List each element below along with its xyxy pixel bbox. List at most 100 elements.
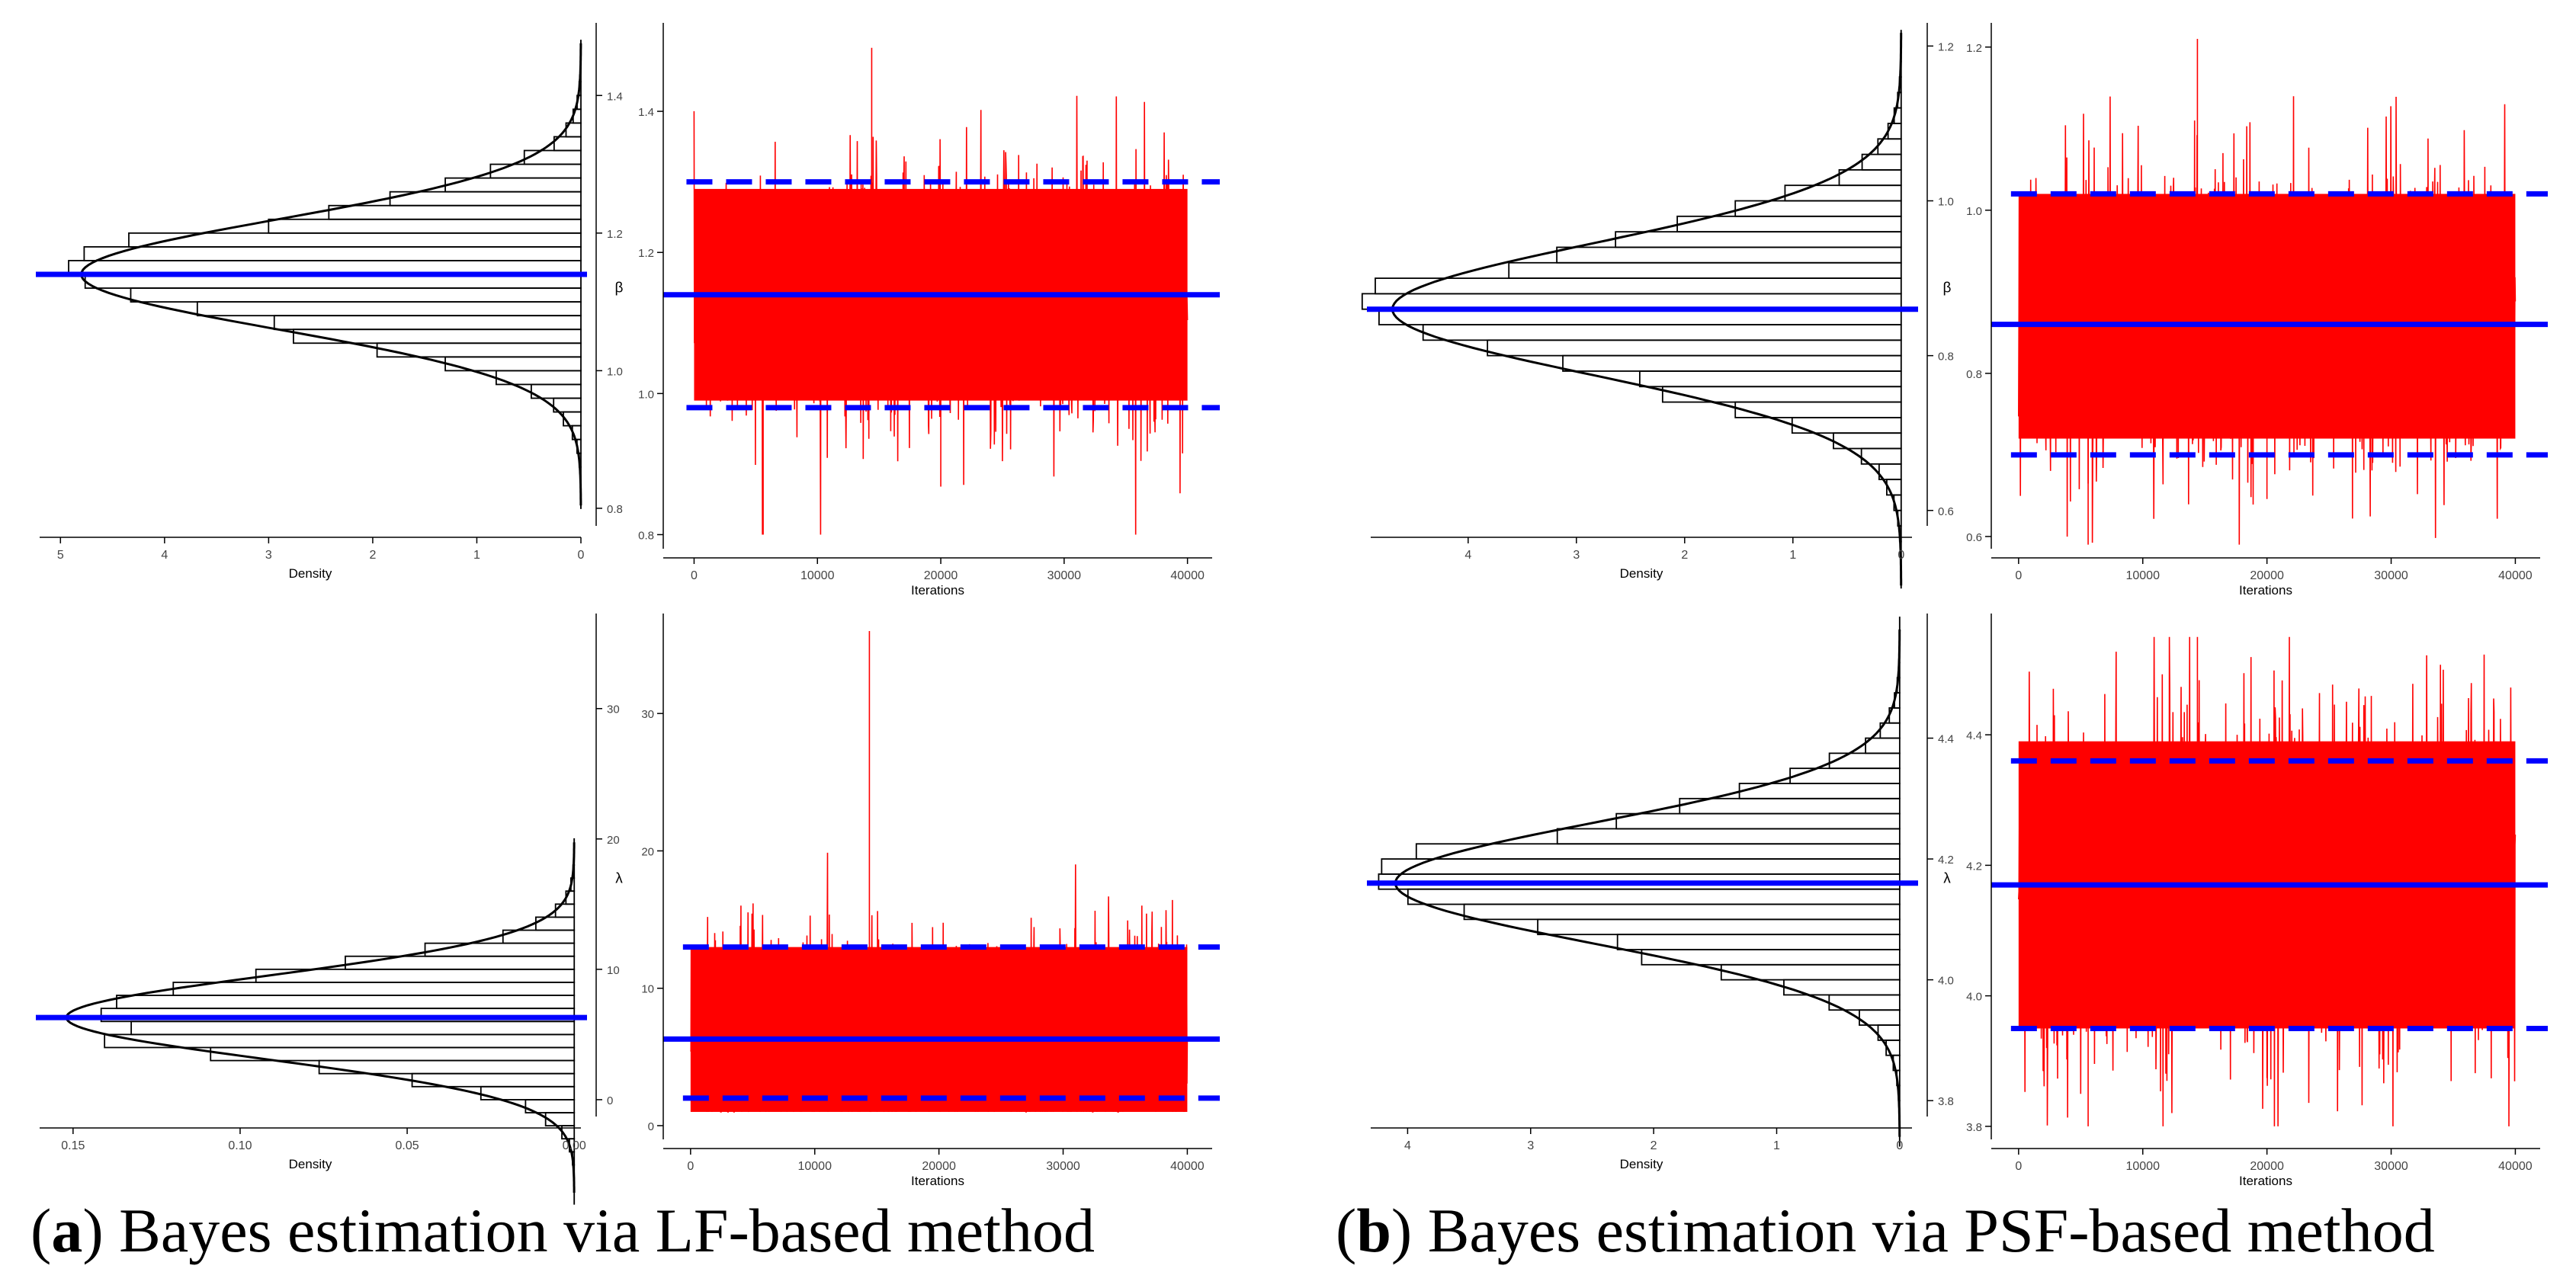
y-tick-label: 0.6 [1938, 505, 1954, 518]
histogram-bar [116, 995, 576, 1010]
y-tick-label: 4.0 [1966, 991, 1982, 1004]
x-tick-label: 20000 [2250, 1160, 2284, 1173]
y-tick-label: 1.2 [607, 228, 623, 241]
y-axis-label: λ [1943, 871, 1951, 887]
histogram-bar [1615, 231, 1902, 248]
histogram-bar [1407, 888, 1901, 905]
y-tick-label: 0 [648, 1120, 654, 1133]
x-tick-label: 30000 [2374, 1160, 2408, 1173]
y-tick-label: 4.2 [1966, 860, 1982, 873]
x-tick-label: 0 [578, 549, 585, 562]
histogram-bar [1463, 903, 1901, 921]
histogram-bar [1641, 949, 1901, 966]
y-tick-label: 30 [641, 708, 654, 721]
y-tick-label: 1.2 [1938, 40, 1954, 53]
y-tick-label: 1.2 [1966, 42, 1982, 55]
x-tick-label: 2 [1651, 1139, 1657, 1152]
y-tick-label: 1.0 [607, 365, 623, 378]
y-tick-label: 3.8 [1966, 1121, 1982, 1134]
y-tick-label: 1.0 [1966, 205, 1982, 218]
panel-b-beta-trace: 0.6 0.8 1.0 1.2 0 10000 20000 30000 40000 Iterati… [1943, 23, 2548, 598]
y-tick-label: 1.4 [638, 106, 654, 119]
caption-a: (a) Bayes estimation via LF-based method [30, 1196, 1095, 1265]
histogram-bar [1556, 828, 1901, 845]
x-tick-label: 2 [369, 549, 376, 562]
x-tick-label: 10000 [797, 1160, 832, 1173]
x-tick-label: 3 [265, 549, 272, 562]
x-tick-label: 40000 [2498, 569, 2533, 582]
panel-a-beta-trace: 0.8 1.0 1.2 1.4 0 10000 20000 30000 40000 Iterati… [615, 23, 1220, 598]
y-tick-label: 4.4 [1966, 729, 1982, 742]
histogram-bar [489, 163, 582, 179]
x-tick-label: 4 [1464, 549, 1471, 562]
y-tick-label: 3.8 [1938, 1095, 1954, 1108]
histogram-bar [1422, 324, 1902, 341]
y-tick-label: 0.6 [1966, 531, 1982, 544]
histogram-bar [1838, 168, 1902, 187]
y-tick-label: 1.0 [638, 388, 654, 401]
caption-a-text: Bayes estimation via LF-based method [119, 1196, 1095, 1265]
histogram-bar [1487, 339, 1902, 357]
y-tick-label: 1.2 [638, 247, 654, 260]
x-axis-label: Density [1620, 1157, 1663, 1171]
x-tick-label: 2 [1681, 549, 1688, 562]
histogram-bar [345, 955, 576, 970]
histogram-bar [172, 982, 576, 996]
x-tick-label: 10000 [2125, 569, 2160, 582]
trace-line [690, 852, 1189, 1113]
x-axis-label: Density [289, 1157, 332, 1171]
y-tick-label: 0 [607, 1094, 613, 1107]
panel-b-lambda-trace: 3.8 4.0 4.2 4.4 0 10000 20000 30000 40000 Iterati… [1943, 614, 2548, 1188]
x-axis-label: Iterations [911, 583, 964, 598]
histogram-bar [424, 942, 576, 957]
histogram-bar [1556, 246, 1902, 264]
x-tick-label: 3 [1573, 549, 1580, 562]
x-tick-label: 1 [1789, 549, 1796, 562]
panel-a-lambda-trace: 0 10 20 30 0 10000 20000 30000 40000 Iterations λ [615, 614, 1220, 1188]
histogram-bar [130, 287, 582, 303]
histogram-bar [268, 218, 582, 234]
histogram-bar [196, 301, 582, 317]
x-tick-label: 20000 [924, 569, 958, 582]
y-tick-label: 20 [607, 834, 620, 847]
x-tick-label: 10000 [2125, 1160, 2160, 1173]
histogram-bar [1784, 184, 1902, 202]
x-tick-label: 1 [473, 549, 480, 562]
y-tick-label: 0.8 [638, 529, 654, 542]
x-tick-label: 10000 [800, 569, 835, 582]
histogram-bar [1828, 752, 1901, 770]
histogram-bar [1865, 737, 1901, 755]
histogram-bar [1616, 934, 1901, 950]
histogram-bar [328, 204, 582, 220]
histogram-bar [83, 245, 582, 261]
histogram-bar [1615, 812, 1901, 830]
y-tick-label: 4.0 [1938, 975, 1954, 988]
histogram-bar [1508, 261, 1902, 279]
x-tick-label: 0 [2015, 1160, 2022, 1173]
caption-b-label: b [1356, 1196, 1391, 1265]
x-axis-label: Density [1620, 566, 1663, 581]
x-tick-label: 30000 [1046, 1160, 1080, 1173]
y-tick-label: 20 [641, 845, 654, 858]
y-tick-label: 30 [607, 703, 620, 716]
y-tick-label: 10 [641, 983, 654, 996]
histogram-bar [523, 149, 582, 165]
histogram-bar [1381, 858, 1901, 875]
y-tick-label: 1.4 [607, 90, 623, 103]
histogram-bar [273, 315, 582, 331]
x-axis-label: Iterations [911, 1174, 964, 1188]
x-tick-label: 30000 [2374, 569, 2408, 582]
panel-b-beta-density: 4 3 2 1 0 Density 0.6 0.8 1.0 1.2 [1361, 23, 1954, 589]
y-tick-label: 0.8 [1938, 351, 1954, 364]
y-tick-label: 0.8 [607, 503, 623, 516]
histogram-bar [1676, 215, 1902, 233]
histogram-bar [554, 903, 576, 918]
histogram-bar [1537, 918, 1901, 936]
x-tick-label: 4 [161, 549, 168, 562]
x-tick-label: 0.05 [396, 1139, 419, 1152]
histogram-bar [389, 191, 582, 207]
x-axis-label: Iterations [2239, 1174, 2292, 1188]
histogram-bar [1375, 277, 1902, 295]
histogram-bar [130, 1020, 576, 1036]
